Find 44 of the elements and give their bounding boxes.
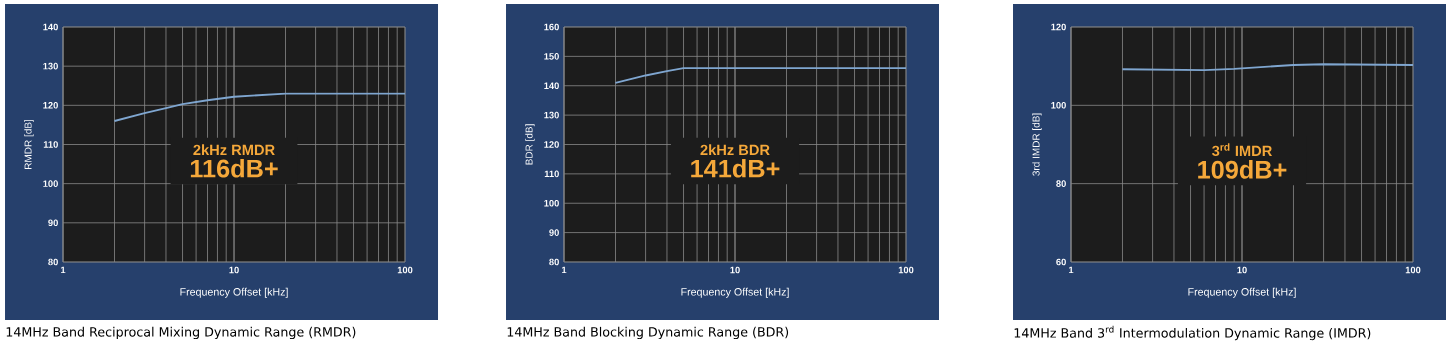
y-axis-title: RMDR [dB] — [24, 119, 34, 169]
y-tick-label: 140 — [43, 23, 58, 31]
y-tick-label: 90 — [549, 229, 559, 236]
y-tick-label: 80 — [549, 258, 559, 266]
y-tick-label: 160 — [544, 23, 559, 31]
annotation: 2kHz BDR — [700, 144, 770, 155]
x-tick-label: 1 — [1069, 266, 1074, 274]
x-axis-title: Frequency Offset [kHz] — [1188, 287, 1296, 298]
y-axis-title: 3rd IMDR [dB] — [1032, 113, 1042, 176]
x-axis-title: Frequency Offset [kHz] — [681, 287, 789, 298]
y-tick-label: 120 — [43, 102, 58, 109]
y-tick-label: 110 — [43, 141, 58, 148]
x-tick-label: 10 — [730, 266, 740, 274]
y-tick-label: 120 — [544, 141, 559, 148]
y-tick-label: 80 — [48, 258, 58, 266]
x-axis-title: Frequency Offset [kHz] — [180, 287, 288, 298]
y-axis-title: BDR [dB] — [525, 124, 535, 165]
y-tick-label: 100 — [43, 180, 58, 187]
x-tick-label: 1 — [562, 266, 567, 274]
annotation: 116dB+ — [190, 158, 278, 178]
annotation: 2kHz RMDR — [193, 144, 275, 155]
y-tick-label: 140 — [544, 82, 559, 90]
x-tick-label: 100 — [1405, 266, 1421, 274]
y-tick-label: 130 — [43, 62, 58, 70]
x-tick-label: 100 — [898, 266, 914, 274]
annotation: 3$^{rd}$ IMDR — [1212, 143, 1273, 157]
text: 14MHz Band Reciprocal Mixing Dynamic Range (RMDR) — [6, 326, 356, 340]
x-tick-label: 10 — [1237, 266, 1247, 274]
annotation: 109dB+ — [1198, 160, 1287, 179]
x-tick-label: 100 — [397, 266, 413, 274]
y-tick-label: 110 — [544, 170, 559, 178]
y-tick-label: 120 — [1051, 23, 1066, 31]
y-tick-label: 130 — [544, 111, 559, 119]
y-tick-label: 80 — [1056, 180, 1066, 187]
y-tick-label: 100 — [1051, 102, 1066, 109]
x-tick-label: 1 — [61, 266, 66, 274]
annotation: 141dB+ — [691, 158, 780, 178]
text: 14MHz Band 3$^{rd}$ Intermodulation Dynamic Range (IMDR) — [1014, 325, 1371, 341]
y-tick-label: 60 — [1056, 258, 1066, 266]
y-tick-label: 90 — [48, 219, 58, 227]
y-tick-label: 150 — [544, 53, 559, 60]
text: 14MHz Band Blocking Dynamic Range (BDR) — [507, 326, 789, 340]
x-tick-label: 10 — [229, 266, 239, 274]
y-tick-label: 100 — [544, 199, 559, 207]
